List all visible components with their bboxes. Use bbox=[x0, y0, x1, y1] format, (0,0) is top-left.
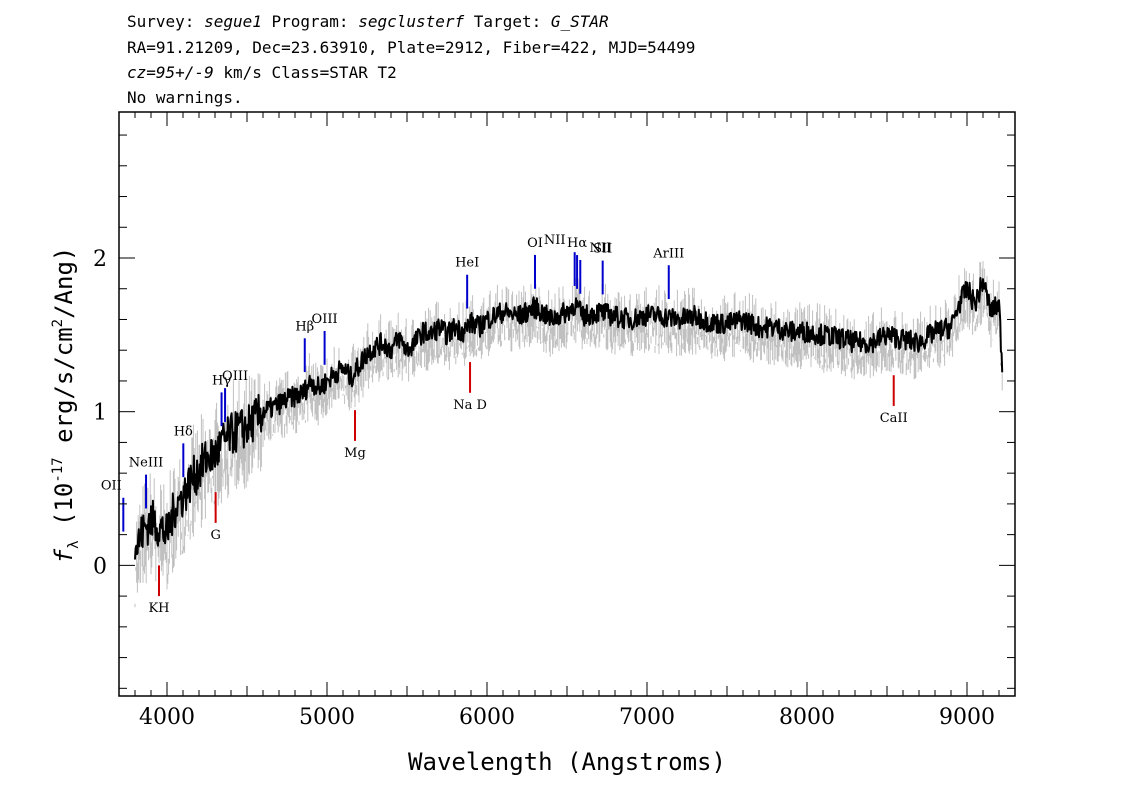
emission-line-label-3: Hγ bbox=[212, 373, 231, 388]
flux-layer bbox=[134, 277, 1004, 560]
emission-line-label-2: Hδ bbox=[174, 424, 193, 439]
absorption-line-label-4: CaII bbox=[880, 411, 908, 426]
header-line-3: cz=95+/-9 km/s Class=STAR T2 bbox=[127, 63, 397, 82]
header-line-1: Survey: segue1 Program: segclusterf Targ… bbox=[127, 12, 609, 31]
x-tick-label-1: 5000 bbox=[299, 705, 355, 730]
axis-ticks: 4000 5000 6000 7000 8000 9000 0 1 2 bbox=[93, 112, 1016, 730]
y-tick-label-1: 1 bbox=[93, 401, 107, 426]
emission-line-label-5: Hβ bbox=[295, 319, 314, 334]
flux-line bbox=[134, 277, 1004, 560]
absorption-line-label-2: Mg bbox=[344, 446, 366, 461]
emission-line-label-8: OI bbox=[527, 236, 543, 251]
emission-line-label-13: ArIII bbox=[652, 246, 684, 261]
plot-frame bbox=[118, 111, 1016, 697]
target-value: G_STAR bbox=[550, 12, 609, 31]
emission-line-label-0: OII bbox=[101, 479, 122, 494]
emission-line-label-11: NII bbox=[589, 241, 611, 256]
header-line-4: No warnings. bbox=[127, 88, 243, 107]
x-tick-label-5: 9000 bbox=[939, 705, 995, 730]
y-tick-label-0: 0 bbox=[93, 554, 107, 579]
absorption-line-label-0: KH bbox=[148, 601, 169, 616]
program-value: segclusterf bbox=[358, 12, 465, 31]
survey-value: segue1 bbox=[204, 12, 262, 31]
x-tick-label-4: 8000 bbox=[779, 705, 835, 730]
x-axis-label: Wavelength (Angstroms) bbox=[408, 748, 726, 776]
x-tick-label-2: 6000 bbox=[459, 705, 515, 730]
header-line-2: RA=91.21209, Dec=23.63910, Plate=2912, F… bbox=[127, 38, 696, 57]
emission-line-label-4: OIII bbox=[222, 369, 248, 384]
emission-line-label-9: Hα bbox=[567, 236, 587, 251]
emission-line-label-6: OIII bbox=[312, 312, 338, 327]
absorption-line-label-3: Na D bbox=[453, 398, 487, 413]
emission-line-label-1: NeIII bbox=[129, 456, 163, 471]
y-axis-label: fλ (10-17 erg/s/cm2/Ang) bbox=[50, 247, 82, 564]
absorption-line-label-1: G bbox=[210, 528, 220, 543]
y-tick-label-2: 2 bbox=[93, 247, 107, 272]
emission-line-label-7: HeI bbox=[455, 256, 479, 271]
cz-value: cz=95+/-9 bbox=[127, 63, 214, 82]
emission-line-label-10: NII bbox=[544, 233, 566, 248]
x-tick-label-0: 4000 bbox=[139, 705, 195, 730]
emission-line-label-12: SII bbox=[593, 242, 612, 257]
x-tick-label-3: 7000 bbox=[619, 705, 675, 730]
